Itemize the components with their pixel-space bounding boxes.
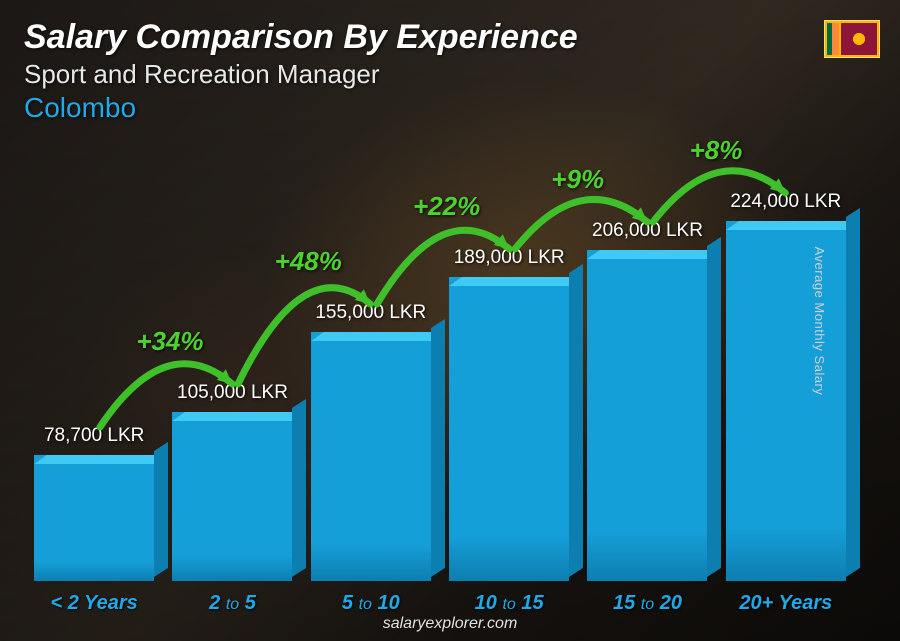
growth-pct-label: +48% (275, 246, 342, 277)
growth-pct-label: +9% (551, 164, 604, 195)
page-title: Salary Comparison By Experience (24, 18, 876, 57)
page-subtitle: Sport and Recreation Manager (24, 59, 876, 90)
bar-category-label: 10 to 15 (475, 592, 544, 615)
country-flag-icon (824, 20, 880, 58)
bar-category-label: 15 to 20 (613, 592, 682, 615)
bar (587, 250, 707, 581)
bar-category-label: < 2 Years (51, 592, 138, 615)
growth-pct-label: +22% (413, 191, 480, 222)
growth-pct-label: +8% (690, 135, 743, 166)
header: Salary Comparison By Experience Sport an… (24, 18, 876, 124)
bar (726, 221, 846, 581)
footer-source: salaryexplorer.com (0, 615, 900, 633)
bar (34, 455, 154, 581)
bar-category-label: 2 to 5 (209, 592, 256, 615)
bar-category-label: 20+ Years (739, 592, 832, 615)
y-axis-label: Average Monthly Salary (812, 246, 827, 395)
growth-pct-label: +34% (136, 326, 203, 357)
bar-category-label: 5 to 10 (342, 592, 400, 615)
salary-bar-chart: 78,700 LKR< 2 Years105,000 LKR2 to 5155,… (30, 111, 850, 581)
